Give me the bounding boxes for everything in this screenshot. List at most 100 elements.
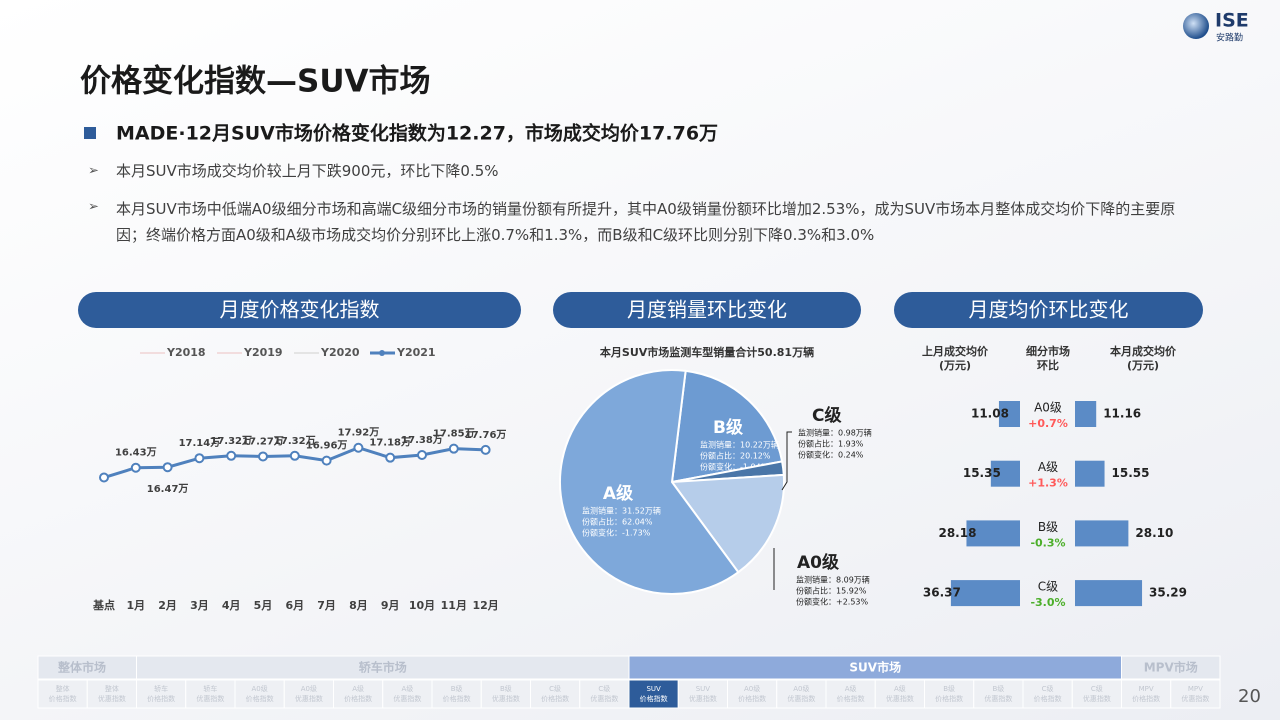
change-label: -0.3% [1030, 536, 1065, 549]
nav-item[interactable] [1170, 679, 1221, 709]
nav-item-part: SUV [696, 685, 711, 693]
nav-item-part: 价格指数 [344, 694, 372, 703]
nav-item-part: B级 [500, 684, 512, 693]
nav-item[interactable] [874, 679, 925, 709]
nav-item[interactable] [1022, 679, 1073, 709]
bullet: 本月SUV市场成交均价较上月下跌900元，环比下降0.5% [116, 162, 499, 180]
slice-detail: 监测销量：10.22万辆 [700, 440, 779, 450]
point [130, 462, 141, 473]
nav-item-label: A0级优惠指数 [295, 684, 323, 703]
change-label: -3.0% [1030, 596, 1065, 609]
nav-item-part: 优惠指数 [1083, 694, 1111, 703]
nav-item-part: C级 [1091, 684, 1103, 693]
nav-item[interactable] [185, 679, 236, 709]
nav-item-part: 优惠指数 [590, 694, 618, 703]
pie-slice [670, 473, 785, 574]
nav-item[interactable] [382, 679, 433, 709]
point [480, 444, 491, 455]
nav-item-part: 价格指数 [541, 694, 569, 703]
nav-item[interactable] [333, 679, 384, 709]
nav-item-part: 价格指数 [1034, 694, 1062, 703]
nav-item-part: A级 [845, 684, 857, 693]
legend-label: Y2021 [396, 346, 436, 359]
nav-item-label: B级优惠指数 [984, 684, 1012, 703]
nav-item-label: A级价格指数 [344, 684, 372, 703]
nav-item-label: MPV 优惠指数 [1181, 685, 1209, 703]
headline: MADE·12月SUV市场价格变化指数为12.27，市场成交均价17.76万 [116, 122, 718, 145]
nav-item[interactable] [579, 679, 630, 709]
point [417, 449, 427, 460]
page-number: 20 [1238, 686, 1261, 707]
nav-item[interactable] [283, 679, 334, 709]
nav-item-label: 轿车价格指数 [147, 684, 175, 703]
nav-item[interactable] [973, 679, 1024, 709]
pie-slice [670, 369, 784, 484]
point [258, 451, 268, 462]
nav-item[interactable] [530, 679, 581, 709]
point [321, 455, 332, 466]
arrow: ➢ [88, 164, 99, 179]
bar [998, 401, 1020, 427]
point [226, 450, 237, 461]
nav-item-part: 优惠指数 [196, 694, 224, 703]
x-tick-label: 5月 [254, 599, 273, 612]
bar [1075, 401, 1097, 427]
nav-item[interactable] [136, 679, 187, 709]
nav-item[interactable] [86, 679, 137, 709]
point [385, 452, 396, 463]
logo-sub: 安路勤 [1216, 32, 1243, 44]
slice-detail: 份额变化：-1.04% [700, 462, 769, 472]
nav-tab[interactable] [1121, 655, 1221, 680]
section-title: 月度价格变化指数 [220, 298, 380, 322]
title: 价格变化指数—SUV市场 [80, 64, 431, 100]
nav-item-part: 价格指数 [935, 694, 963, 703]
nav-item-part: A0级 [252, 684, 268, 693]
nav-item-part: B级 [451, 684, 463, 693]
value-label: 36.37 [923, 586, 961, 600]
x-tick-label: 基点 [92, 598, 115, 612]
nav-item-label: C级优惠指数 [590, 684, 618, 703]
value-label: 28.10 [1135, 526, 1173, 540]
leader-line [781, 431, 792, 491]
nav-item-part: 优惠指数 [393, 694, 421, 703]
bar [966, 520, 1020, 547]
nav-item-part: C级 [598, 684, 610, 693]
data-label: 17.92万 [338, 427, 380, 439]
bar [1075, 520, 1129, 547]
nav-item-part: 价格指数 [246, 694, 274, 703]
legend-label: Y2019 [243, 346, 283, 359]
slice-detail: 监测销量：31.52万辆 [582, 506, 661, 516]
nav-item[interactable] [727, 679, 778, 709]
nav-item[interactable] [1121, 679, 1172, 709]
nav-item-label: B级价格指数 [935, 684, 963, 703]
nav-item[interactable] [37, 679, 88, 709]
slice-detail: 份额占比：62.04% [582, 517, 653, 527]
category-label: C级 [1038, 580, 1058, 594]
nav-item-label: B级优惠指数 [492, 684, 520, 703]
value-label: 11.16 [1103, 407, 1141, 421]
slice-detail: 份额变化：+2.53% [796, 597, 869, 607]
x-tick-label: 10月 [409, 599, 435, 612]
nav-item[interactable] [1071, 679, 1122, 709]
nav-item-label: C级优惠指数 [1083, 684, 1111, 703]
legend-label: Y2020 [320, 346, 360, 359]
nav-item-part: A级 [401, 684, 413, 693]
slice-detail: 份额变化：0.24% [798, 450, 864, 460]
slice-label: A0级 [797, 552, 839, 573]
nav-item-part: 价格指数 [640, 694, 668, 703]
nav-item[interactable] [628, 679, 679, 709]
nav-item-part: 优惠指数 [295, 694, 323, 703]
nav-item[interactable] [677, 679, 728, 709]
nav-item-label: A0级价格指数 [738, 684, 766, 703]
logo-icon [1183, 13, 1209, 39]
nav-item[interactable] [431, 679, 482, 709]
section-header [553, 292, 861, 328]
x-tick-label: 3月 [190, 599, 209, 612]
bar [990, 460, 1020, 487]
point [353, 442, 364, 453]
nav-item-label: 轿车优惠指数 [196, 684, 224, 703]
nav-item[interactable] [776, 679, 827, 709]
nav-item-part: B级 [992, 684, 1004, 693]
nav-item-part: 优惠指数 [886, 694, 914, 703]
